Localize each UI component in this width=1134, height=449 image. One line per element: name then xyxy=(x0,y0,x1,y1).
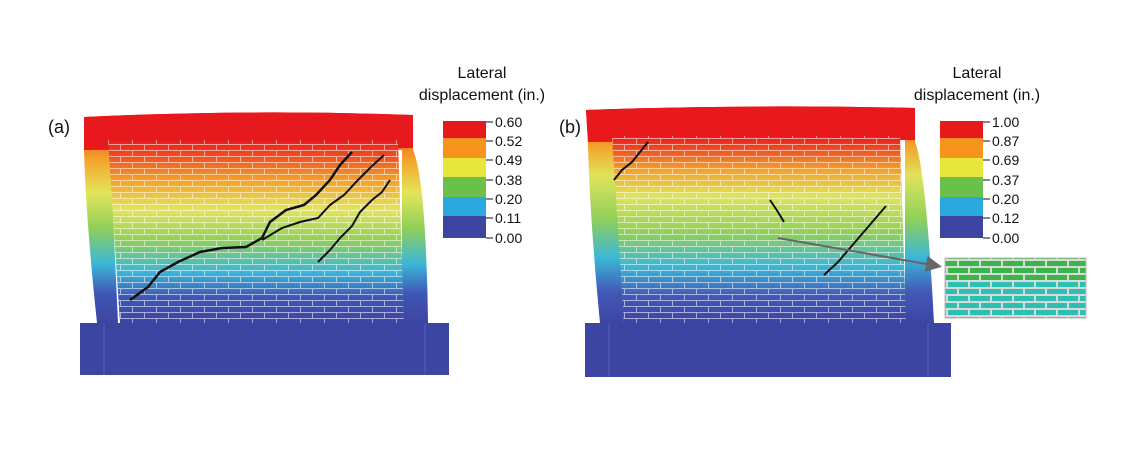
panel-b-legend-value-0: 1.00 xyxy=(992,114,1019,130)
panel-a-crack-2 xyxy=(261,154,385,241)
panel-b-legend-swatch-green xyxy=(940,177,983,197)
panel-a-legend-title-2: displacement (in.) xyxy=(419,87,545,104)
panel-a-legend-title-1: Lateral xyxy=(458,65,507,82)
panel-b-legend-value-6: 0.00 xyxy=(992,230,1019,246)
panel-b-crack-3 xyxy=(823,205,887,276)
panel-b-legend-title-1: Lateral xyxy=(953,65,1002,82)
panel-b-legend-swatch-navy xyxy=(940,216,983,238)
panel-b-legend-swatch-red xyxy=(940,121,983,138)
panel-b-inset xyxy=(944,257,1087,319)
panel-b-crack-2 xyxy=(769,199,785,223)
panel-b-legend-swatch-yellow xyxy=(940,158,983,177)
panel-a-legend-value-1: 0.52 xyxy=(495,133,522,149)
panel-b-foundation xyxy=(585,323,951,377)
panel-a-legend-value-3: 0.38 xyxy=(495,172,522,188)
panel-b-top-beam xyxy=(586,106,915,142)
panel-b-legend-value-5: 0.12 xyxy=(992,210,1019,226)
panel-b-legend-value-3: 0.37 xyxy=(992,172,1019,188)
panel-b-legend-value-1: 0.87 xyxy=(992,133,1019,149)
panel-b-legend-swatch-orange xyxy=(940,138,983,158)
panel-b-legend-value-4: 0.20 xyxy=(992,191,1019,207)
panel-a-legend-value-2: 0.49 xyxy=(495,152,522,168)
panel-a-legend-swatch-navy xyxy=(443,216,486,238)
panel-a-legend-value-4: 0.20 xyxy=(495,191,522,207)
panel-b-label: (b) xyxy=(559,117,581,137)
panel-b-legend-swatch-cyan xyxy=(940,197,983,216)
panel-a-crack-1 xyxy=(129,151,353,302)
panel-b-zoom-arrow xyxy=(777,237,942,272)
panel-b-legend-title-2: displacement (in.) xyxy=(914,87,1040,104)
panel-a-legend-value-6: 0.00 xyxy=(495,230,522,246)
panel-a-legend-swatch-yellow xyxy=(443,158,486,177)
panel-a: (a) xyxy=(48,112,449,375)
panel-b: (b) xyxy=(559,106,1087,377)
panel-a-legend-swatch-green xyxy=(443,177,486,197)
panel-b-legend: Lateral displacement (in.) 1.00 0.87 0.6… xyxy=(914,65,1040,246)
panel-a-crack-3 xyxy=(317,179,391,263)
panel-a-legend: Lateral displacement (in.) 0.60 0.52 0.4… xyxy=(419,65,545,246)
panel-a-legend-swatch-cyan xyxy=(443,197,486,216)
panel-a-legend-swatch-red xyxy=(443,121,486,138)
panel-a-legend-swatch-orange xyxy=(443,138,486,158)
panel-a-label: (a) xyxy=(48,117,70,137)
panel-a-brick-grid xyxy=(108,140,404,323)
panel-a-foundation xyxy=(80,323,449,375)
panel-b-crack-1 xyxy=(613,141,649,181)
panel-a-legend-value-0: 0.60 xyxy=(495,114,522,130)
panel-a-legend-value-5: 0.11 xyxy=(495,210,521,226)
panel-b-brick-grid xyxy=(612,136,906,323)
panel-b-legend-value-2: 0.69 xyxy=(992,152,1019,168)
